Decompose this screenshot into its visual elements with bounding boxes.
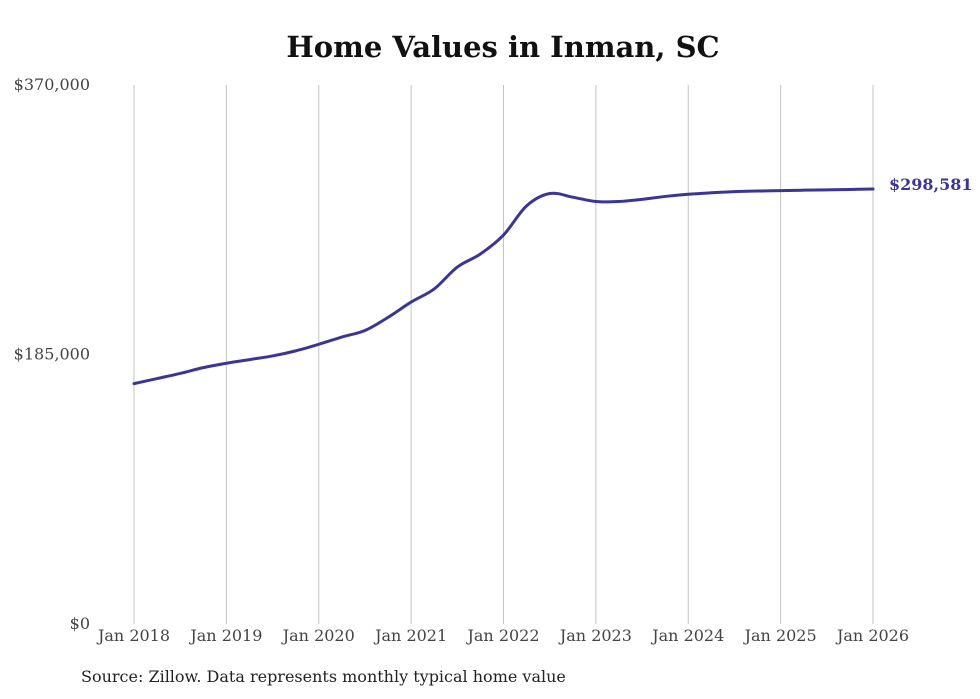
x-tick-label: Jan 2020: [281, 626, 355, 645]
x-tick-label: Jan 2021: [373, 626, 447, 645]
y-tick-label: $0: [70, 614, 90, 633]
end-value-label: $298,581: [889, 175, 973, 194]
x-tick-label: Jan 2025: [743, 626, 817, 645]
chart-title: Home Values in Inman, SC: [286, 30, 720, 64]
x-tick-label: Jan 2023: [558, 626, 632, 645]
x-tick-label: Jan 2018: [96, 626, 170, 645]
y-tick-label: $185,000: [14, 345, 90, 364]
x-tick-label: Jan 2024: [650, 626, 724, 645]
x-tick-label: Jan 2019: [188, 626, 262, 645]
series-line: [132, 187, 875, 386]
y-tick-label: $370,000: [14, 75, 90, 94]
x-tick-label: Jan 2026: [835, 626, 909, 645]
source-note: Source: Zillow. Data represents monthly …: [81, 667, 566, 686]
x-tick-label: Jan 2022: [465, 626, 539, 645]
